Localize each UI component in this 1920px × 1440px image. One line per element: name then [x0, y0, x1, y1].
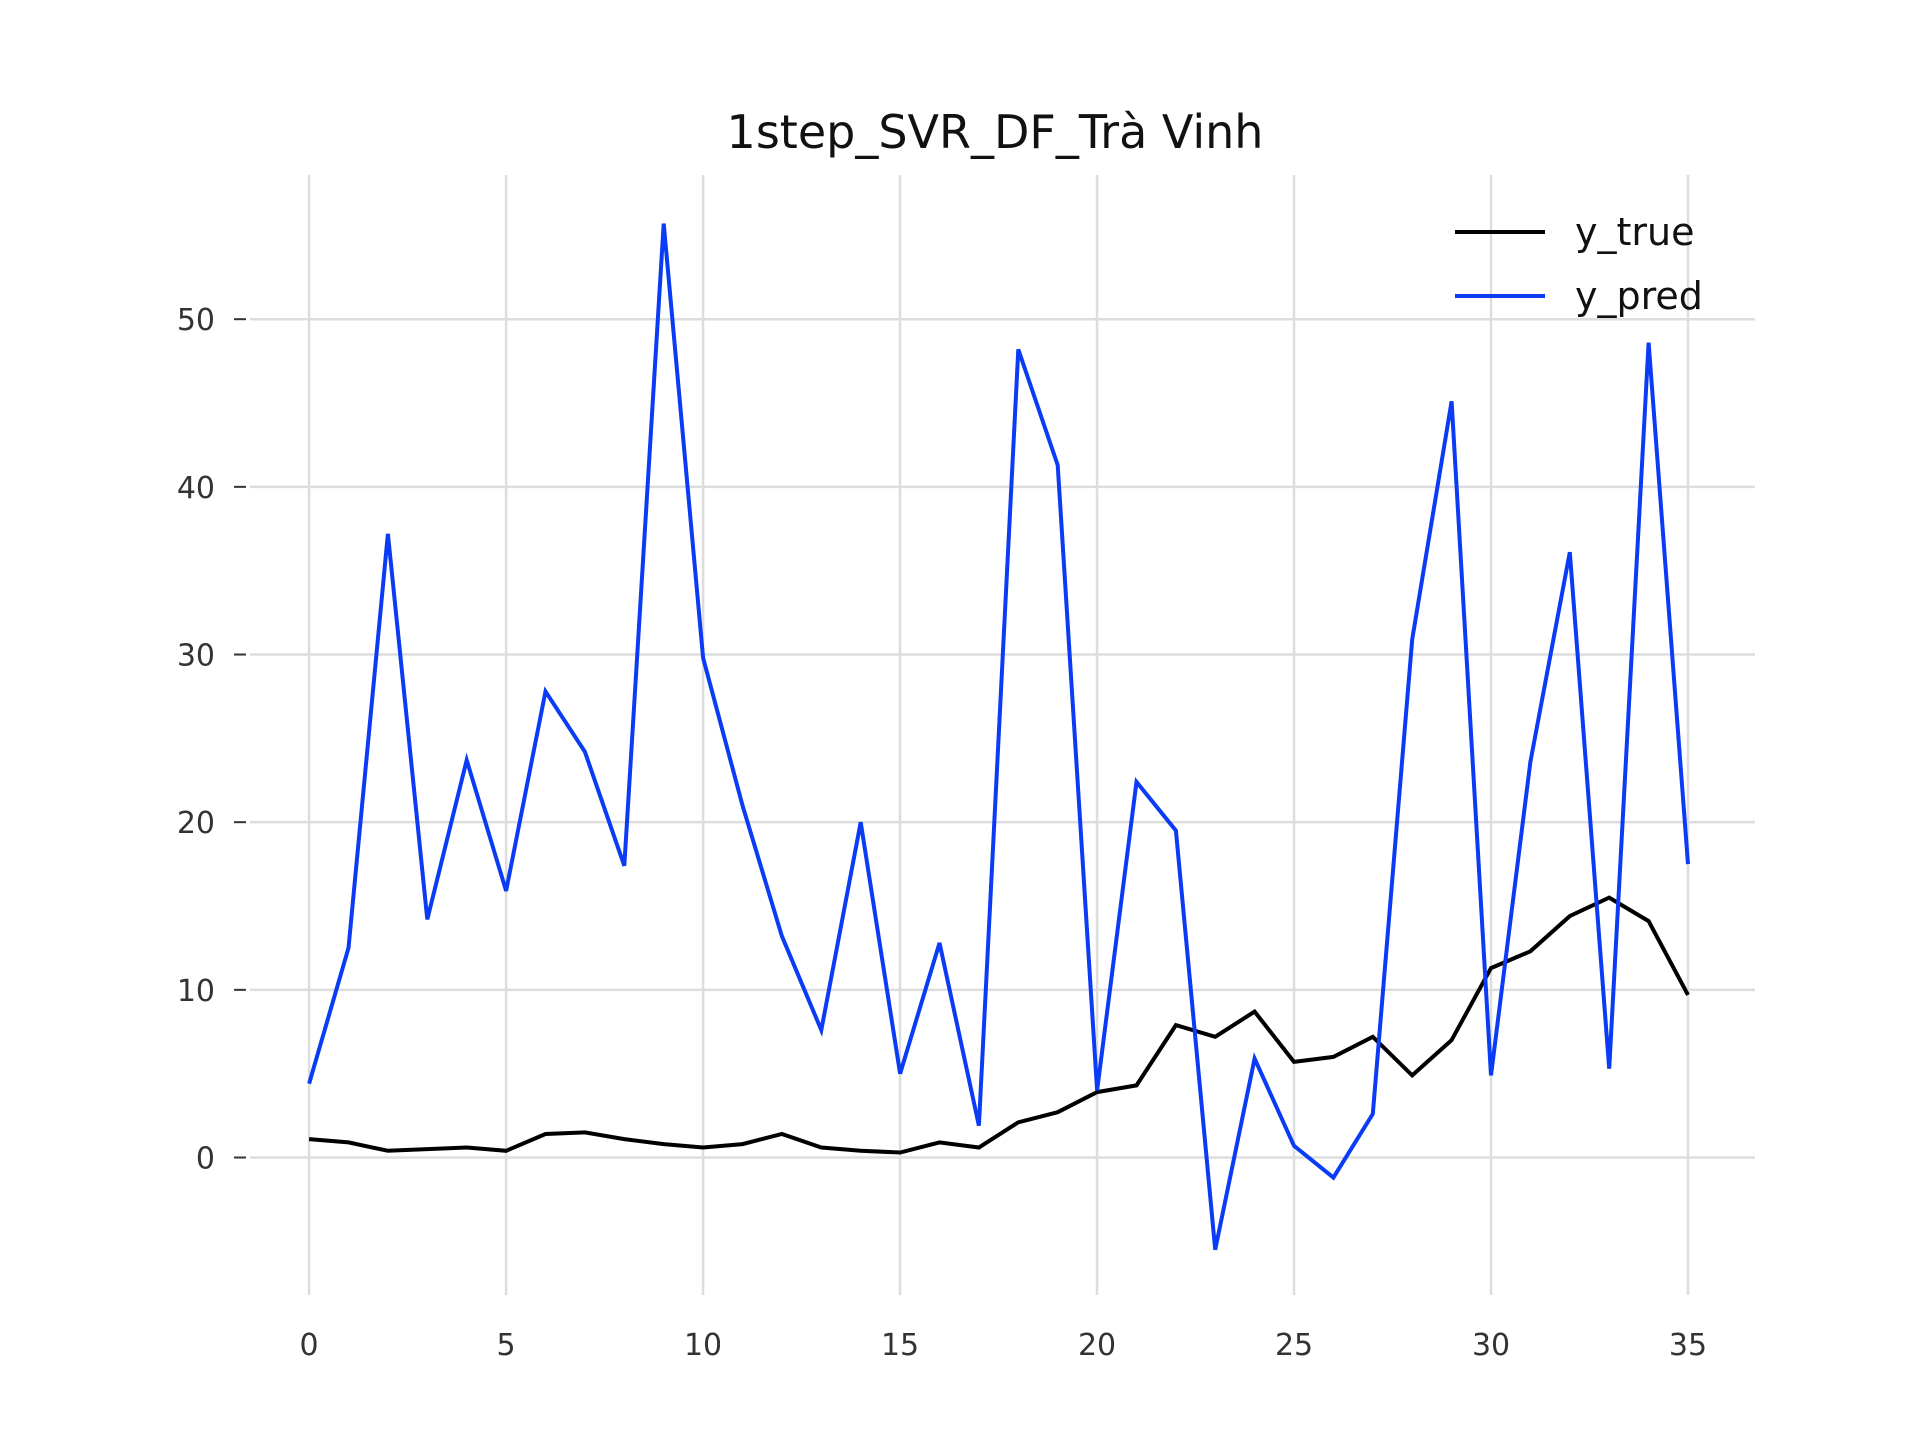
- x-tick-label: 5: [497, 1328, 516, 1363]
- series-line-y-true: [308, 895, 1690, 1155]
- y-tick-label: 30: [177, 639, 215, 674]
- x-tick-label: 25: [1275, 1328, 1313, 1363]
- series-group: [307, 223, 1690, 1251]
- x-tick-label: 10: [684, 1328, 722, 1363]
- y-tick-label: 50: [177, 303, 215, 338]
- y-tick-label: 40: [177, 471, 215, 506]
- legend-label-y-pred: y_pred: [1575, 274, 1703, 318]
- chart-title: 1step_SVR_DF_Trà Vinh: [727, 105, 1264, 159]
- legend-label-y-true: y_true: [1575, 210, 1694, 254]
- axes: 0 5 10 15 20 25 30 35 0 10 20 30 40 50: [177, 303, 1707, 1363]
- legend: y_true y_pred: [1455, 210, 1703, 318]
- y-tick-label: 10: [177, 974, 215, 1009]
- y-tick-label: 20: [177, 806, 215, 841]
- grid: [250, 175, 1755, 1295]
- series-line-y-pred: [307, 223, 1690, 1251]
- x-tick-label: 15: [881, 1328, 919, 1363]
- x-tick-label: 20: [1078, 1328, 1116, 1363]
- x-tick-label: 35: [1669, 1328, 1707, 1363]
- y-tick-label: 0: [196, 1142, 215, 1177]
- x-tick-label: 30: [1472, 1328, 1510, 1363]
- x-tick-label: 0: [300, 1328, 319, 1363]
